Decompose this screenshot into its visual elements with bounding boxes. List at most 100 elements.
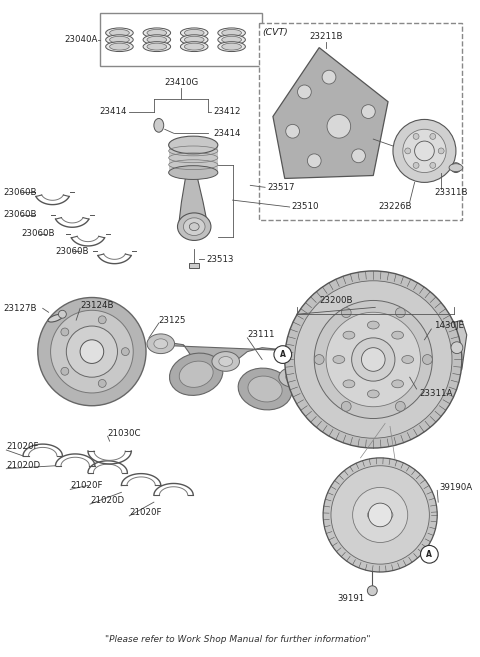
Circle shape [393,120,456,183]
Ellipse shape [143,28,170,37]
Circle shape [396,401,405,411]
Text: "Please refer to Work Shop Manual for further information": "Please refer to Work Shop Manual for fu… [105,635,370,645]
Ellipse shape [376,351,390,361]
Circle shape [295,281,452,438]
Ellipse shape [168,136,218,154]
Circle shape [341,401,351,411]
Circle shape [286,124,300,138]
Circle shape [451,342,463,353]
Text: A: A [426,550,432,559]
Ellipse shape [184,30,204,36]
Ellipse shape [286,373,300,382]
Ellipse shape [340,351,367,371]
Circle shape [438,148,444,154]
Ellipse shape [449,164,463,171]
Text: 21020F: 21020F [70,481,103,490]
Ellipse shape [367,321,379,329]
Ellipse shape [109,36,129,43]
Ellipse shape [402,355,414,363]
Circle shape [298,85,312,99]
Ellipse shape [333,355,345,363]
Ellipse shape [143,41,170,51]
Circle shape [420,545,438,563]
Ellipse shape [218,41,245,51]
Text: 23125: 23125 [159,315,186,325]
Text: 23060B: 23060B [3,210,37,219]
Ellipse shape [392,331,404,339]
Circle shape [59,310,66,318]
Circle shape [331,466,430,564]
Circle shape [98,380,106,388]
Circle shape [413,133,419,139]
Text: 23127B: 23127B [3,304,37,313]
Circle shape [98,316,106,324]
Circle shape [121,348,129,355]
Circle shape [422,355,432,365]
Circle shape [274,346,292,363]
Text: 21020D: 21020D [6,461,40,470]
Circle shape [352,338,395,381]
Circle shape [396,307,405,317]
Text: 23060B: 23060B [3,188,37,196]
Text: 23200B: 23200B [319,296,353,305]
Ellipse shape [367,390,379,398]
Polygon shape [147,342,385,377]
Circle shape [430,162,436,168]
Circle shape [314,355,324,365]
Ellipse shape [222,36,241,43]
Circle shape [80,340,104,363]
Text: 23414: 23414 [213,129,240,138]
Circle shape [314,300,432,419]
Ellipse shape [218,28,245,37]
Ellipse shape [219,357,233,367]
Ellipse shape [147,36,167,43]
Text: A: A [280,350,286,359]
Ellipse shape [48,314,63,322]
Circle shape [50,310,133,393]
Circle shape [415,141,434,161]
Text: 1430JE: 1430JE [434,321,464,330]
Ellipse shape [179,361,213,388]
Text: 21020F: 21020F [6,442,39,451]
Bar [168,145,218,173]
Polygon shape [444,320,467,379]
Ellipse shape [184,43,204,50]
Text: 21020F: 21020F [129,509,162,518]
Text: 23311A: 23311A [420,390,453,398]
Ellipse shape [180,41,208,51]
Bar [189,263,199,268]
Circle shape [66,326,118,377]
Text: 39190A: 39190A [439,483,472,492]
Text: 23060B: 23060B [21,229,55,238]
Ellipse shape [154,339,168,349]
Bar [100,13,262,66]
Ellipse shape [168,166,218,179]
Ellipse shape [343,331,355,339]
Ellipse shape [109,43,129,50]
Polygon shape [273,47,388,179]
Text: (CVT): (CVT) [262,28,288,37]
Ellipse shape [369,346,397,365]
Ellipse shape [189,223,199,231]
Bar [259,23,462,220]
Ellipse shape [109,30,129,36]
Ellipse shape [180,28,208,37]
Ellipse shape [106,28,133,37]
Circle shape [361,104,375,118]
Ellipse shape [147,334,175,353]
Text: 23226B: 23226B [378,202,412,212]
Ellipse shape [248,376,282,402]
Ellipse shape [392,380,404,388]
Text: 23412: 23412 [213,107,240,116]
Ellipse shape [183,218,205,235]
Ellipse shape [238,368,292,410]
Text: 23513: 23513 [206,255,234,263]
Ellipse shape [222,43,241,50]
Circle shape [322,70,336,84]
Ellipse shape [154,118,164,132]
Ellipse shape [143,35,170,45]
Text: 23410G: 23410G [164,78,199,87]
Circle shape [403,129,446,173]
Circle shape [341,307,351,317]
Ellipse shape [106,35,133,45]
